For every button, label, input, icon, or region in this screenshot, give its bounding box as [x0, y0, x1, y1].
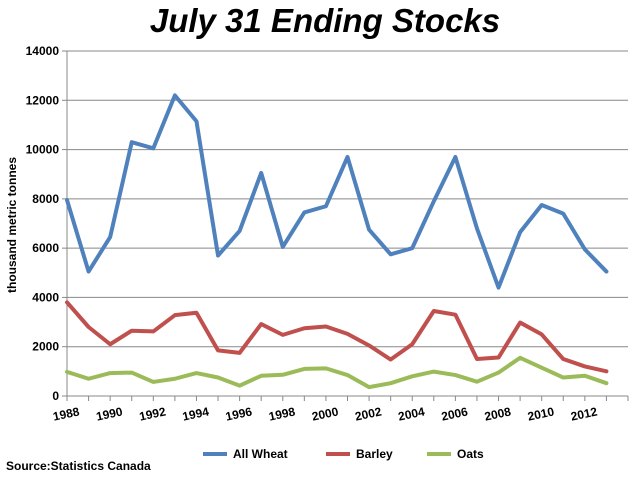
legend-label-barley: Barley [356, 447, 393, 461]
x-tick-label: 2002 [354, 404, 383, 423]
chart-title: July 31 Ending Stocks [150, 2, 500, 39]
x-tick-label: 1988 [52, 404, 81, 423]
y-tick-label: 6000 [32, 241, 59, 255]
y-tick-label: 4000 [32, 290, 59, 304]
y-tick-label: 8000 [32, 192, 59, 206]
y-tick-label: 14000 [26, 44, 60, 58]
y-tick-label: 10000 [26, 143, 60, 157]
x-tick-label: 2010 [526, 404, 555, 423]
x-tick-label: 2012 [569, 404, 598, 423]
y-tick-labels: 0 2000 4000 6000 8000 10000 12000 14000 [26, 44, 60, 403]
x-tick-label: 1994 [181, 404, 210, 423]
x-tick-label: 1990 [95, 404, 124, 423]
y-tick-label: 12000 [26, 93, 60, 107]
x-tick-labels: 1988 1990 1992 1994 1996 1998 2000 2002 2004 2006… [52, 404, 599, 423]
axes [66, 51, 629, 401]
x-tick-label: 2006 [440, 404, 469, 423]
x-tick-label: 1992 [138, 404, 167, 423]
y-tick-label: 0 [52, 389, 59, 403]
x-tick-label: 2000 [311, 404, 340, 423]
series [65, 93, 609, 390]
series-line-oats [65, 355, 609, 390]
x-tick-label: 2008 [483, 404, 512, 423]
x-tick-label: 1996 [224, 404, 253, 423]
legend-label-oats: Oats [457, 447, 484, 461]
series-line-barley [65, 300, 609, 374]
source-note: Source:Statistics Canada [6, 459, 151, 473]
y-axis-label: thousand metric tonnes [5, 157, 19, 293]
legend: All Wheat Barley Oats [203, 447, 484, 461]
grid [62, 50, 628, 397]
x-tick-label: 2004 [397, 404, 426, 423]
y-tick-label: 2000 [32, 340, 59, 354]
x-tick-label: 1998 [267, 404, 296, 423]
series-line-all-wheat [65, 93, 609, 290]
legend-label-all-wheat: All Wheat [233, 447, 288, 461]
